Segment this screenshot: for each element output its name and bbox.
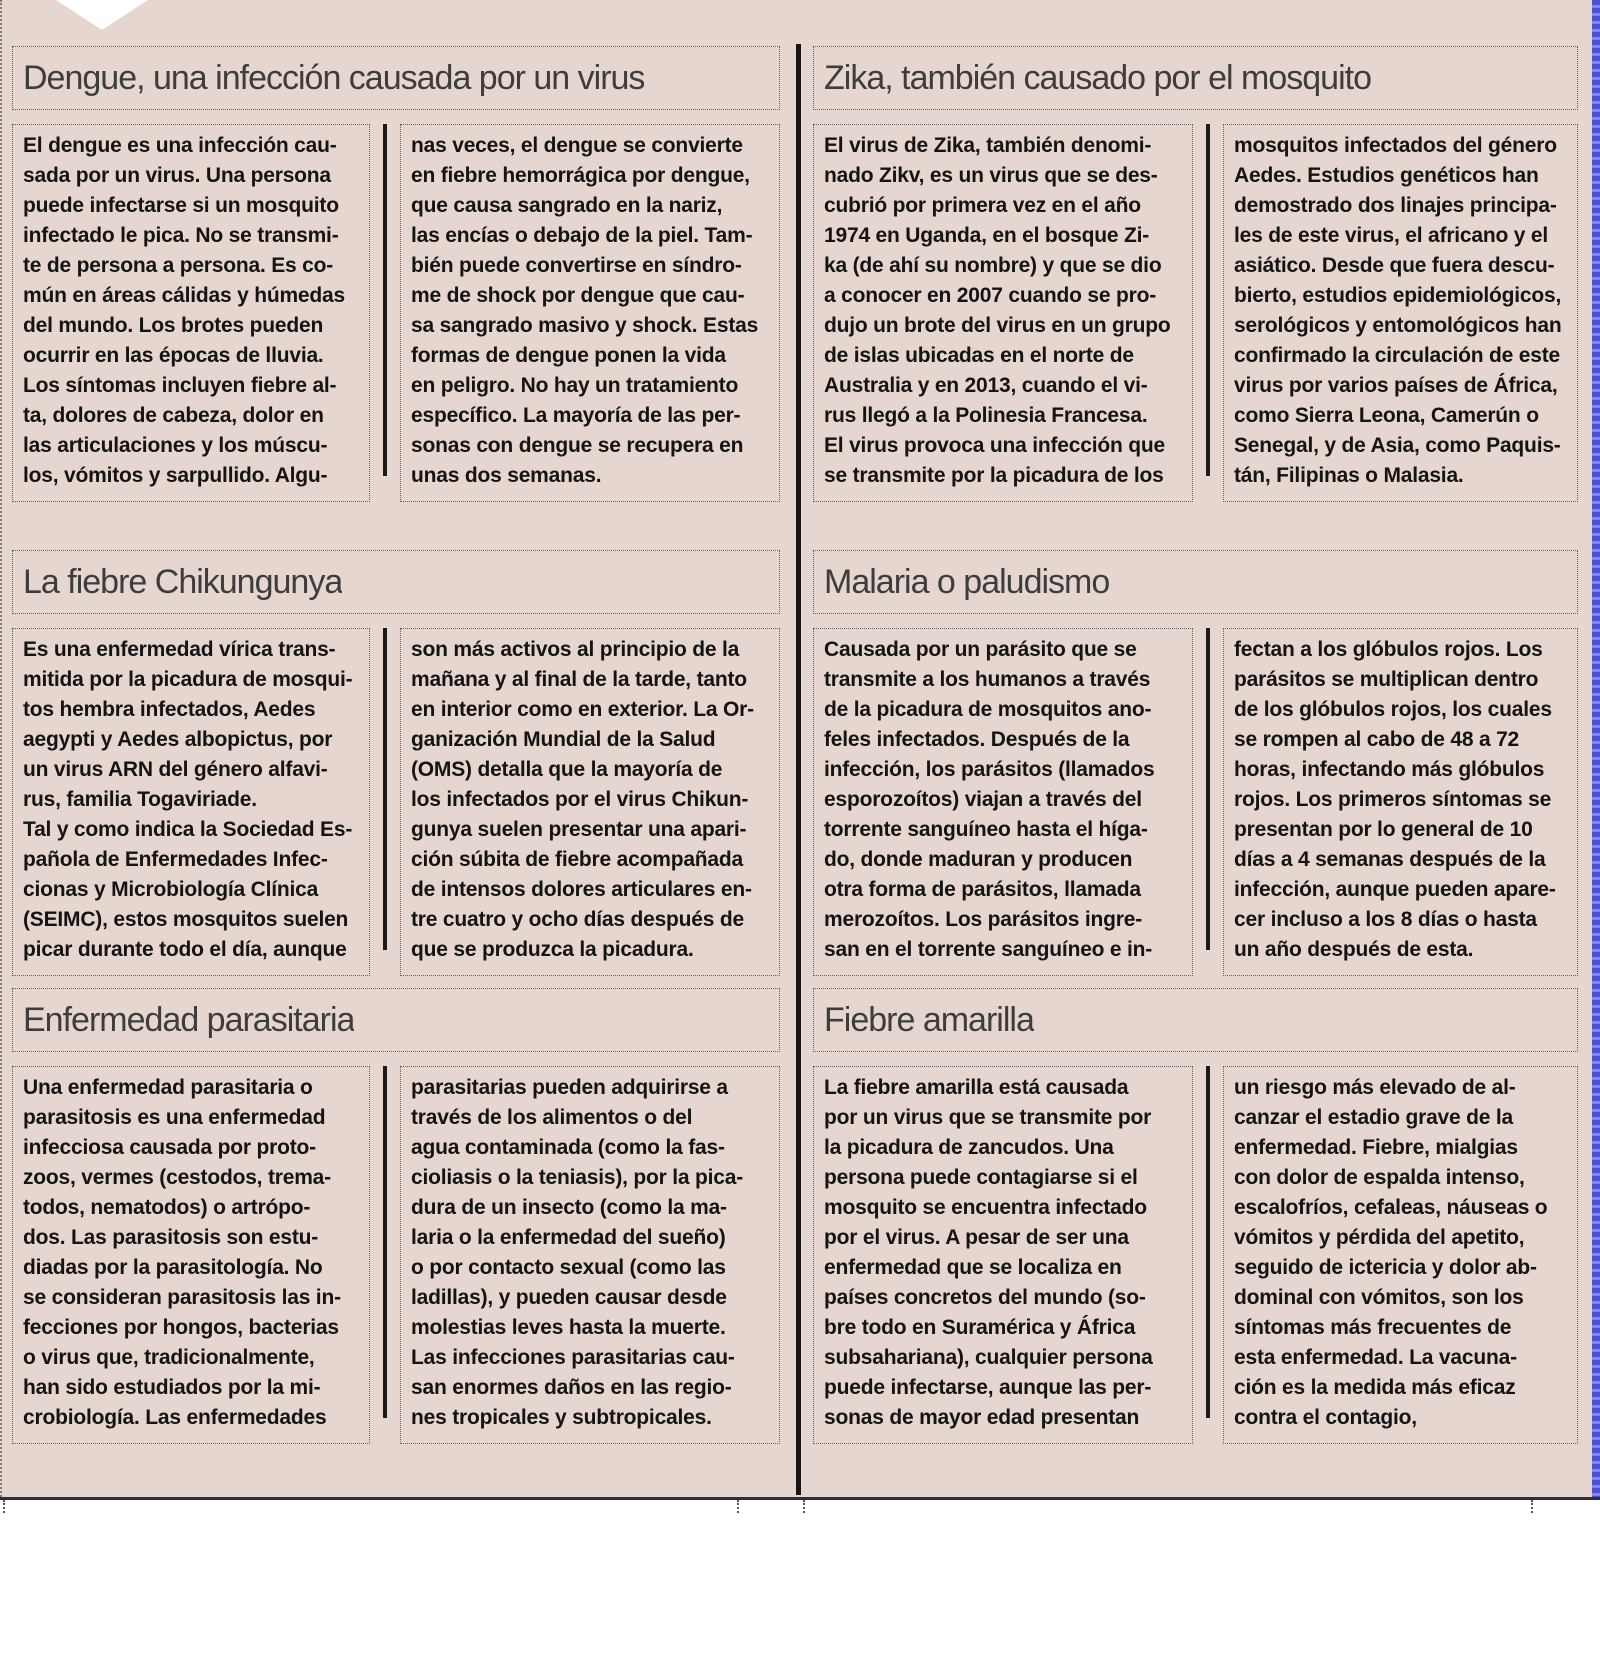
text-column: fectan a los glóbulos rojos. Los parásit… — [1223, 628, 1578, 976]
left-column-group: Dengue, una infección causada por un vir… — [12, 46, 780, 1444]
tick-mark — [3, 1500, 5, 1513]
tick-mark — [803, 1500, 805, 1513]
text-column: son más activos al principio de la mañan… — [400, 628, 780, 976]
column-divider — [383, 124, 387, 476]
right-column-group: Zika, también causado por el mosquito El… — [813, 46, 1578, 1444]
text-column: El dengue es una infección cau- sada por… — [12, 124, 370, 502]
text-column: El virus de Zika, también denomi- nado Z… — [813, 124, 1193, 502]
section-columns: Una enfermedad parasitaria o parasitosis… — [12, 1066, 780, 1444]
tick-mark — [737, 1500, 739, 1513]
section-dengue: Dengue, una infección causada por un vir… — [12, 46, 780, 502]
section-title-box: Dengue, una infección causada por un vir… — [12, 46, 780, 110]
section-title: Fiebre amarilla — [824, 1000, 1034, 1039]
column-divider — [1206, 1066, 1210, 1418]
section-title-box: Enfermedad parasitaria — [12, 988, 780, 1052]
section-title-box: Zika, también causado por el mosquito — [813, 46, 1578, 110]
text-column: Una enfermedad parasitaria o parasitosis… — [12, 1066, 370, 1444]
section-title: Zika, también causado por el mosquito — [824, 58, 1371, 97]
section-columns: Causada por un parásito que se transmite… — [813, 628, 1578, 976]
column-divider — [1206, 628, 1210, 950]
section-chikungunya: La fiebre Chikungunya Es una enfermedad … — [12, 550, 780, 976]
section-title-box: Malaria o paludismo — [813, 550, 1578, 614]
section-title-box: Fiebre amarilla — [813, 988, 1578, 1052]
text-column: Es una enfermedad vírica trans- mitida p… — [12, 628, 370, 976]
text-column: parasitarias pueden adquirirse a través … — [400, 1066, 780, 1444]
section-title: La fiebre Chikungunya — [23, 562, 343, 601]
section-title: Dengue, una infección causada por un vir… — [23, 58, 645, 97]
section-malaria: Malaria o paludismo Causada por un parás… — [813, 550, 1578, 976]
section-title: Malaria o paludismo — [824, 562, 1110, 601]
text-column: La fiebre amarilla está causada por un v… — [813, 1066, 1193, 1444]
section-zika: Zika, también causado por el mosquito El… — [813, 46, 1578, 502]
left-dotted-edge — [0, 0, 2, 1497]
section-columns: El dengue es una infección cau- sada por… — [12, 124, 780, 502]
section-columns: El virus de Zika, también denomi- nado Z… — [813, 124, 1578, 502]
section-title: Enfermedad parasitaria — [23, 1000, 355, 1039]
text-column: Causada por un parásito que se transmite… — [813, 628, 1193, 976]
section-fiebre-amarilla: Fiebre amarilla La fiebre amarilla está … — [813, 988, 1578, 1444]
bottom-rule — [0, 1497, 1600, 1500]
text-column: mosquitos infectados del género Aedes. E… — [1223, 124, 1578, 502]
text-column: un riesgo más elevado de al- canzar el e… — [1223, 1066, 1578, 1444]
text-column: nas veces, el dengue se convierte en fie… — [400, 124, 780, 502]
section-parasitaria: Enfermedad parasitaria Una enfermedad pa… — [12, 988, 780, 1444]
column-divider — [383, 1066, 387, 1418]
center-divider — [796, 44, 801, 1495]
section-title-box: La fiebre Chikungunya — [12, 550, 780, 614]
blue-torn-edge — [1592, 0, 1600, 1500]
section-columns: La fiebre amarilla está causada por un v… — [813, 1066, 1578, 1444]
tick-mark — [1531, 1500, 1533, 1513]
column-divider — [1206, 124, 1210, 476]
section-columns: Es una enfermedad vírica trans- mitida p… — [12, 628, 780, 976]
column-divider — [383, 628, 387, 950]
